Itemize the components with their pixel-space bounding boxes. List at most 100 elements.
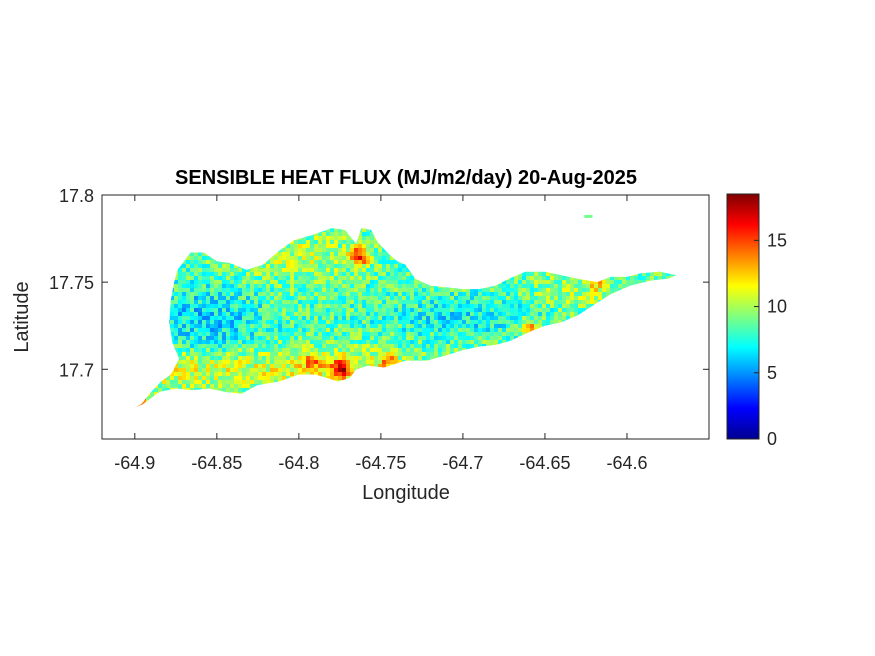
heatmap-cell bbox=[470, 336, 475, 341]
heatmap-cell bbox=[350, 332, 355, 337]
heatmap-cell bbox=[342, 260, 347, 265]
heatmap-cell bbox=[290, 272, 295, 277]
heatmap-cell bbox=[282, 264, 287, 269]
heatmap-cell bbox=[462, 340, 467, 345]
heatmap-cell bbox=[298, 300, 303, 305]
heatmap-cell bbox=[290, 320, 295, 325]
heatmap-cell bbox=[534, 296, 539, 301]
heatmap-cell bbox=[210, 272, 215, 277]
heatmap-cell bbox=[562, 312, 567, 317]
heatmap-cell bbox=[482, 292, 487, 297]
heatmap-cell bbox=[254, 272, 259, 277]
heatmap-cell bbox=[470, 344, 475, 349]
heatmap-cell bbox=[278, 256, 283, 261]
heatmap-cell bbox=[218, 308, 223, 313]
heatmap-cell bbox=[218, 276, 223, 281]
heatmap-cell bbox=[350, 364, 355, 369]
heatmap-cell bbox=[290, 344, 295, 349]
heatmap-cell bbox=[462, 324, 467, 329]
heatmap-cell bbox=[566, 316, 571, 321]
heatmap-cell bbox=[570, 280, 575, 285]
heatmap-cell bbox=[234, 276, 239, 281]
heatmap-cell bbox=[182, 364, 187, 369]
heatmap-cell bbox=[242, 368, 247, 373]
heatmap-cell bbox=[238, 356, 243, 361]
heatmap-cell bbox=[362, 260, 367, 265]
heatmap-cell bbox=[474, 316, 479, 321]
heatmap-cell bbox=[242, 320, 247, 325]
heatmap-cell bbox=[390, 280, 395, 285]
heatmap-cell bbox=[266, 316, 271, 321]
heatmap-cell bbox=[178, 372, 183, 377]
heatmap-cell bbox=[202, 300, 207, 305]
heatmap-cell bbox=[290, 368, 295, 373]
heatmap-cell bbox=[342, 288, 347, 293]
heatmap-cell bbox=[374, 276, 379, 281]
heatmap-cell bbox=[342, 312, 347, 317]
heatmap-cell bbox=[330, 316, 335, 321]
heatmap-cell bbox=[286, 244, 291, 249]
heatmap-cell bbox=[254, 360, 259, 365]
heatmap-cell bbox=[278, 264, 283, 269]
heatmap-cell bbox=[254, 300, 259, 305]
heatmap-cell bbox=[406, 352, 411, 357]
heatmap-cell bbox=[550, 304, 555, 309]
heatmap-cell bbox=[494, 292, 499, 297]
heatmap-cell bbox=[262, 316, 267, 321]
heatmap-cell bbox=[474, 336, 479, 341]
heatmap-cell bbox=[306, 276, 311, 281]
heatmap-cell bbox=[314, 292, 319, 297]
heatmap-cell bbox=[458, 336, 463, 341]
heatmap-cell bbox=[338, 348, 343, 353]
heatmap-cell bbox=[190, 276, 195, 281]
heatmap-cell bbox=[226, 328, 231, 333]
heatmap-cell bbox=[298, 356, 303, 361]
heatmap-cell bbox=[486, 316, 491, 321]
heatmap-cell bbox=[298, 324, 303, 329]
heatmap-cell bbox=[290, 352, 295, 357]
heatmap-cell bbox=[434, 288, 439, 293]
heatmap-cell bbox=[178, 272, 183, 277]
heatmap-cell bbox=[394, 360, 399, 365]
heatmap-cell bbox=[582, 280, 587, 285]
heatmap-cell bbox=[198, 340, 203, 345]
heatmap-cell bbox=[274, 312, 279, 317]
heatmap-cell bbox=[430, 352, 435, 357]
heatmap-cell bbox=[598, 280, 603, 285]
heatmap-cell bbox=[226, 300, 231, 305]
heatmap-cell bbox=[226, 284, 231, 289]
heatmap-cell bbox=[518, 292, 523, 297]
heatmap-cell bbox=[558, 312, 563, 317]
heatmap-cell bbox=[346, 268, 351, 273]
heatmap-cell bbox=[282, 280, 287, 285]
heatmap-cell bbox=[366, 288, 371, 293]
heatmap-cell bbox=[402, 356, 407, 361]
heatmap-cell bbox=[234, 300, 239, 305]
heatmap-cell bbox=[366, 304, 371, 309]
heatmap-cell bbox=[170, 324, 175, 329]
heatmap-cell bbox=[402, 308, 407, 313]
heatmap-cell bbox=[518, 276, 523, 281]
heatmap-cell bbox=[306, 332, 311, 337]
heatmap-cell bbox=[466, 296, 471, 301]
heatmap-cell bbox=[330, 336, 335, 341]
heatmap-cell bbox=[310, 352, 315, 357]
heatmap-cell bbox=[218, 264, 223, 269]
heatmap-cell bbox=[454, 312, 459, 317]
heatmap-cell bbox=[206, 324, 211, 329]
heatmap-cell bbox=[586, 280, 591, 285]
heatmap-cell bbox=[314, 296, 319, 301]
heatmap-cell bbox=[210, 340, 215, 345]
heatmap-cell bbox=[374, 300, 379, 305]
heatmap-cell bbox=[178, 300, 183, 305]
heatmap-cell bbox=[190, 348, 195, 353]
heatmap-cell bbox=[430, 284, 435, 289]
heatmap-cell bbox=[458, 348, 463, 353]
heatmap-cell bbox=[242, 316, 247, 321]
heatmap-cell bbox=[386, 340, 391, 345]
heatmap-cell bbox=[194, 268, 199, 273]
heatmap-cell bbox=[314, 240, 319, 245]
heatmap-cell bbox=[486, 292, 491, 297]
heatmap-cell bbox=[178, 328, 183, 333]
heatmap-cell bbox=[234, 352, 239, 357]
